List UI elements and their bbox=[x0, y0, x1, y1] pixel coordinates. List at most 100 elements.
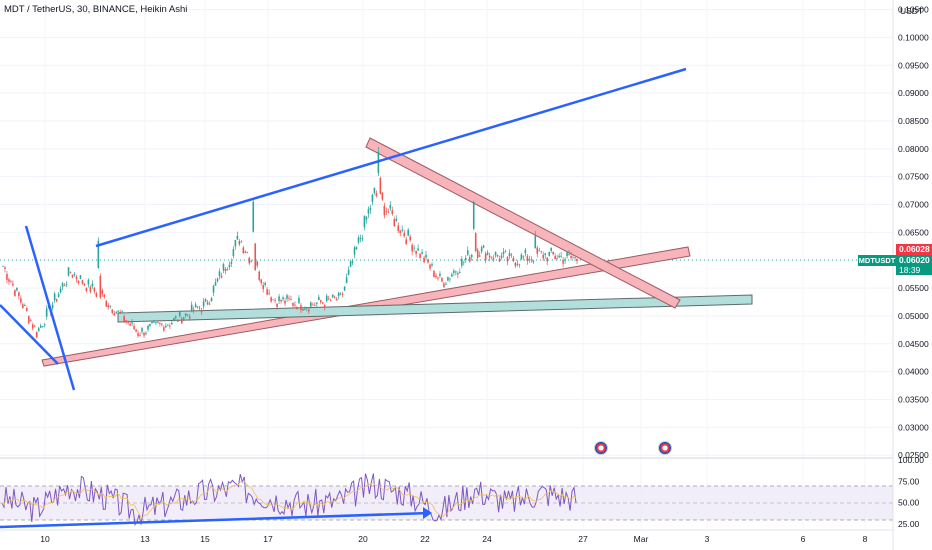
candle-body bbox=[151, 321, 153, 324]
rsi-divergence-trendline[interactable] bbox=[0, 511, 431, 529]
descending-resistance-channel[interactable] bbox=[365, 137, 681, 309]
candle-body bbox=[570, 255, 572, 258]
candle-body bbox=[417, 248, 419, 251]
candle-body bbox=[284, 300, 286, 304]
candle-body bbox=[369, 207, 372, 210]
candle-body bbox=[520, 254, 523, 260]
candle-body bbox=[99, 275, 102, 298]
time-axis[interactable]: 10 13 15 17 20 22 24 27 Mar 3 6 8 bbox=[40, 534, 867, 544]
candle-body bbox=[514, 262, 517, 267]
candle-body bbox=[399, 230, 402, 233]
candle-body bbox=[228, 264, 231, 268]
candle-body bbox=[556, 258, 558, 260]
candle-body bbox=[478, 255, 481, 257]
candle-body bbox=[220, 275, 223, 278]
price-tick: 0.04500 bbox=[898, 339, 929, 349]
candles bbox=[2, 147, 578, 339]
candle-body bbox=[411, 244, 413, 252]
candle-body bbox=[171, 322, 173, 325]
horizontal-support-channel[interactable] bbox=[117, 294, 753, 323]
candle-body bbox=[443, 283, 445, 288]
candle-body bbox=[244, 251, 247, 253]
candle-body bbox=[568, 253, 570, 255]
us-flag-icon[interactable] bbox=[658, 441, 672, 455]
candle-body bbox=[546, 257, 549, 262]
candle-body bbox=[339, 293, 342, 295]
candle-body bbox=[119, 311, 121, 313]
candle-body bbox=[508, 252, 511, 256]
candle-body bbox=[117, 310, 119, 312]
candle-body bbox=[218, 271, 221, 276]
upper-trendline[interactable] bbox=[95, 67, 687, 248]
candle-body bbox=[113, 313, 116, 316]
candle-body bbox=[502, 251, 505, 255]
candle-body bbox=[258, 271, 261, 280]
candle-body bbox=[109, 305, 112, 307]
candle-body bbox=[310, 302, 312, 307]
left-trendline-b[interactable] bbox=[24, 225, 76, 391]
candle-body bbox=[349, 261, 352, 267]
candle-body bbox=[111, 309, 114, 313]
candle-body bbox=[538, 250, 541, 252]
price-tick: 0.09000 bbox=[898, 88, 929, 98]
candle-body bbox=[20, 298, 22, 303]
candle-body bbox=[558, 255, 560, 258]
candle-body bbox=[449, 278, 451, 280]
candle-body bbox=[488, 255, 491, 258]
time-tick: 20 bbox=[358, 534, 368, 544]
candle-body bbox=[494, 251, 497, 256]
candle-body bbox=[248, 257, 251, 264]
candle-body bbox=[180, 318, 183, 324]
candle-body bbox=[522, 256, 525, 258]
candle-body bbox=[131, 322, 133, 324]
price-tick: 0.09500 bbox=[898, 60, 929, 70]
candle-body bbox=[321, 302, 324, 304]
candle-body bbox=[12, 283, 14, 286]
candle-body bbox=[318, 296, 320, 301]
candle-body bbox=[466, 250, 469, 255]
current-price-label: 0.06020 18:39 bbox=[896, 255, 932, 275]
candle-body bbox=[359, 238, 362, 240]
candle-body bbox=[202, 301, 205, 307]
candle-body bbox=[383, 205, 386, 216]
left-trendline-a[interactable] bbox=[0, 304, 59, 365]
rsi-axis[interactable]: 100.00 75.00 50.00 25.00 bbox=[898, 455, 924, 529]
candle-body bbox=[308, 309, 310, 312]
candle-body bbox=[441, 278, 443, 282]
candle-body bbox=[373, 187, 376, 193]
price-tick: 0.08000 bbox=[898, 144, 929, 154]
candle-body bbox=[26, 308, 28, 311]
candle-body bbox=[492, 258, 495, 260]
candle-body bbox=[173, 317, 175, 321]
candle-body bbox=[143, 332, 145, 336]
candle-body bbox=[574, 257, 576, 258]
candle-body bbox=[371, 194, 374, 202]
candle-body bbox=[421, 252, 423, 255]
candle-body bbox=[250, 261, 253, 263]
candle-body bbox=[208, 303, 211, 305]
candle-body bbox=[196, 306, 199, 308]
candle-body bbox=[482, 245, 485, 248]
candle-body bbox=[314, 304, 316, 306]
candle-body bbox=[31, 324, 34, 329]
candle-body bbox=[238, 240, 241, 245]
candle-body bbox=[204, 299, 207, 302]
candle-body bbox=[153, 321, 155, 323]
candle-body bbox=[252, 201, 255, 232]
candle-body bbox=[433, 270, 435, 278]
candle-body bbox=[357, 237, 360, 243]
us-flag-icon[interactable] bbox=[594, 441, 608, 455]
price-tick: 0.03000 bbox=[898, 422, 929, 432]
candle-body bbox=[14, 290, 16, 296]
time-tick: 22 bbox=[420, 534, 430, 544]
candle-body bbox=[391, 210, 394, 214]
candle-body bbox=[361, 238, 364, 240]
candle-body bbox=[550, 247, 552, 251]
price-axis[interactable]: 0.10500 0.10000 0.09500 0.09000 0.08500 0.080… bbox=[898, 5, 929, 461]
candle-body bbox=[353, 247, 356, 255]
candle-body bbox=[300, 305, 302, 310]
candle-body bbox=[198, 307, 201, 309]
candle-body bbox=[544, 253, 547, 256]
candle-body bbox=[260, 279, 262, 283]
